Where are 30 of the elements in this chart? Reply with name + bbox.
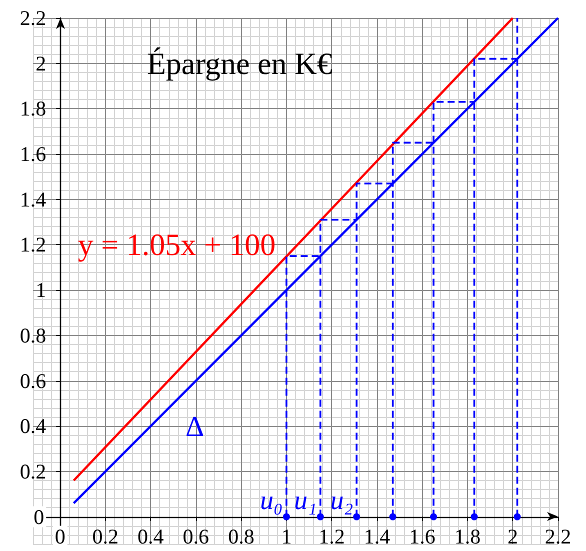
x-tick-label: 0 — [54, 524, 66, 548]
y-tick-label: 0.8 — [20, 323, 46, 348]
x-tick-label: 0.6 — [182, 524, 210, 548]
y-tick-label: 1 — [36, 278, 46, 302]
y-tick-label: 0.2 — [20, 459, 46, 484]
data-label: u₂ — [330, 484, 354, 515]
series-label: Δ — [185, 410, 204, 443]
y-tick-label: 1.6 — [20, 142, 46, 166]
y-tick-label: 1.8 — [20, 96, 46, 121]
x-tick-label: 1.8 — [454, 524, 481, 548]
x-tick-label: 1.2 — [318, 524, 345, 548]
y-tick-label: 2 — [36, 51, 46, 76]
x-tick-label: 0.4 — [138, 524, 164, 548]
x-tick-label: 1 — [281, 524, 292, 548]
y-tick-label: 1.2 — [20, 232, 46, 257]
y-tick-label: 0 — [34, 504, 44, 529]
x-tick-label: 1.4 — [364, 524, 391, 548]
series-label: y = 1.05x + 100 — [78, 227, 276, 262]
x-tick-label: 2 — [507, 524, 518, 548]
data-label: u₁ — [294, 484, 317, 515]
y-tick-label: 0.4 — [20, 414, 47, 438]
text: Épargne en K€ — [147, 46, 333, 81]
y-tick-label: 0.6 — [20, 368, 46, 393]
y-tick-label: 2.2 — [20, 6, 46, 30]
y-tick-label: 1.4 — [20, 187, 47, 212]
x-tick-label: 2.2 — [544, 524, 572, 548]
x-tick-label: 1.6 — [409, 524, 436, 548]
data-label: u₀ — [260, 484, 283, 515]
x-tick-label: 0.2 — [92, 524, 119, 548]
x-tick-label: 0.8 — [228, 524, 254, 548]
